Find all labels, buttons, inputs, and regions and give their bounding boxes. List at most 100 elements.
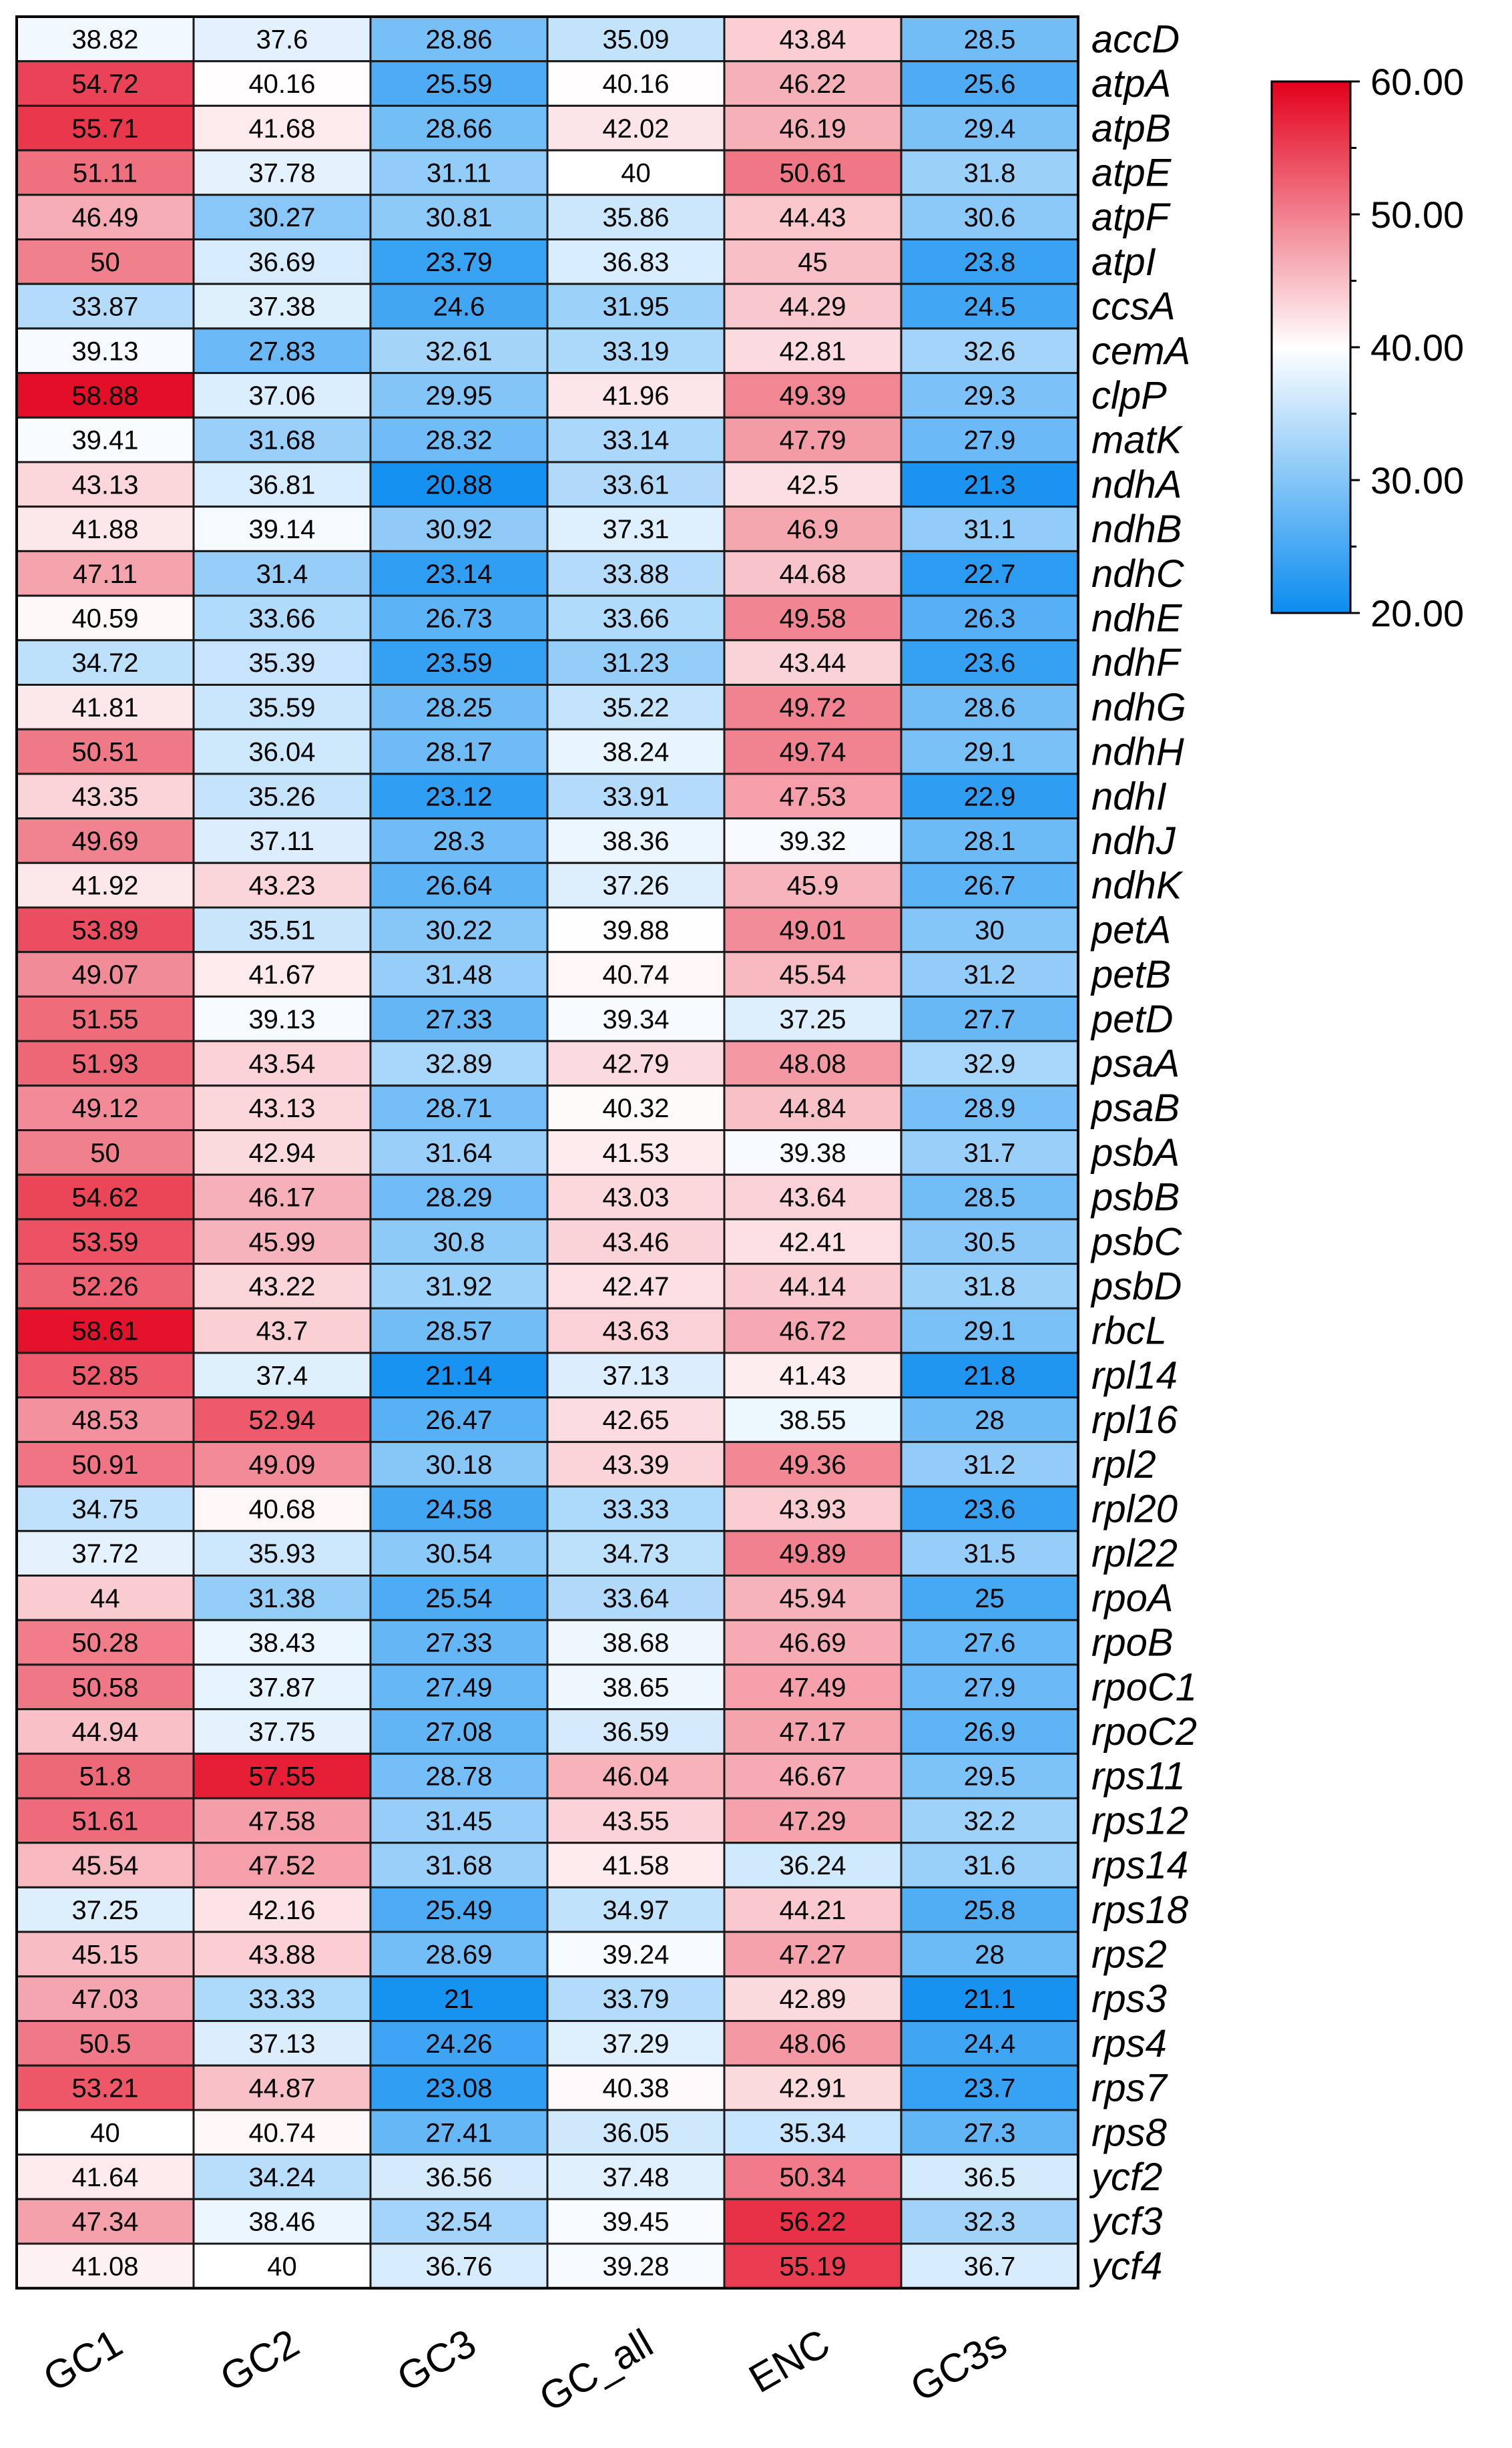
cell-value-label: 51.55 xyxy=(71,1005,138,1034)
cell-value-label: 31.68 xyxy=(248,426,315,455)
cell-value-label: 57.55 xyxy=(248,1762,315,1792)
heatmap-cell xyxy=(192,906,372,954)
cell-value-label: 36.76 xyxy=(425,2252,492,2281)
cell-value-label: 23.7 xyxy=(964,2074,1016,2103)
cell-value-label: 50 xyxy=(90,1139,120,1168)
cell-value-label: 25.8 xyxy=(964,1896,1016,1925)
cell-value-label: 40.68 xyxy=(248,1494,315,1524)
cell-value-label: 45.94 xyxy=(779,1584,846,1613)
heatmap-cell xyxy=(546,505,726,552)
cell-value-label: 46.69 xyxy=(779,1629,846,1658)
heatmap-cell xyxy=(369,1619,549,1666)
heatmap-cell xyxy=(900,282,1079,330)
heatmap-cell xyxy=(192,1975,372,2023)
cell-value-label: 27.08 xyxy=(425,1717,492,1747)
cell-value-label: 47.11 xyxy=(73,560,138,589)
heatmap-cell xyxy=(900,1619,1079,1666)
cell-value-label: 29.5 xyxy=(964,1762,1016,1792)
row-label: psbC xyxy=(1090,1220,1183,1263)
heatmap-cell xyxy=(900,461,1079,508)
heatmap-cell xyxy=(369,594,549,642)
cell-value-label: 31.6 xyxy=(964,1851,1016,1880)
cell-value-label: 24.5 xyxy=(964,292,1016,322)
heatmap-cell xyxy=(15,461,195,508)
cell-value-label: 26.9 xyxy=(964,1717,1016,1747)
heatmap-cell xyxy=(900,1886,1079,1933)
heatmap-cell xyxy=(900,550,1079,597)
cell-value-label: 43.13 xyxy=(71,470,138,499)
heatmap-cell xyxy=(900,684,1079,731)
heatmap-cell xyxy=(900,2064,1079,2111)
cell-value-label: 33.33 xyxy=(248,1985,315,2014)
heatmap-cell xyxy=(15,773,195,820)
cell-value-label: 21.3 xyxy=(964,470,1016,499)
row-label: psaB xyxy=(1090,1086,1180,1130)
cell-value-label: 43.22 xyxy=(248,1272,315,1301)
heatmap-cell xyxy=(369,1663,549,1711)
cell-value-label: 30.18 xyxy=(425,1450,492,1480)
cell-value-label: 28.86 xyxy=(425,25,492,54)
heatmap-cell xyxy=(900,995,1079,1042)
cell-value-label: 37.75 xyxy=(248,1717,315,1747)
cell-value-label: 41.96 xyxy=(602,381,669,411)
heatmap-cell xyxy=(192,951,372,998)
cell-value-label: 37.13 xyxy=(602,1361,669,1390)
heatmap-cell xyxy=(723,1173,903,1221)
heatmap-cell xyxy=(369,149,549,196)
row-label: ndhJ xyxy=(1091,819,1176,863)
cell-value-label: 49.09 xyxy=(248,1450,315,1480)
row-label: ndhA xyxy=(1091,463,1182,506)
heatmap-cell xyxy=(192,2242,372,2290)
heatmap-cell xyxy=(192,728,372,775)
cell-value-label: 27.33 xyxy=(425,1005,492,1034)
cell-value-label: 38.68 xyxy=(602,1629,669,1658)
row-label: rpoC2 xyxy=(1091,1710,1197,1754)
heatmap-cell xyxy=(192,1530,372,1577)
row-label: ycf4 xyxy=(1089,2244,1162,2288)
cell-value-label: 47.49 xyxy=(779,1673,846,1702)
cell-value-label: 37.38 xyxy=(248,292,315,322)
cell-value-label: 53.21 xyxy=(71,2074,138,2103)
cell-value-label: 40 xyxy=(90,2118,120,2148)
heatmap-cell xyxy=(546,104,726,152)
cell-value-label: 52.85 xyxy=(71,1361,138,1390)
cell-value-label: 31.68 xyxy=(425,1851,492,1880)
cell-value-label: 31.8 xyxy=(964,158,1016,188)
cell-value-label: 37.26 xyxy=(602,871,669,901)
heatmap-cell xyxy=(15,505,195,552)
cell-value-label: 26.73 xyxy=(425,604,492,633)
cell-value-label: 54.62 xyxy=(71,1183,138,1213)
heatmap-cell xyxy=(900,372,1079,419)
heatmap-cell xyxy=(546,1040,726,1087)
cell-value-label: 24.26 xyxy=(425,2029,492,2059)
column-label: GC3s xyxy=(903,2320,1014,2411)
cell-value-label: 25.49 xyxy=(425,1896,492,1925)
cell-value-label: 42.5 xyxy=(787,470,839,499)
cell-value-label: 36.81 xyxy=(248,470,315,499)
cell-value-label: 28.17 xyxy=(425,738,492,767)
cell-value-label: 30.27 xyxy=(248,203,315,232)
heatmap-cell xyxy=(192,1708,372,1755)
cell-value-label: 47.52 xyxy=(248,1851,315,1880)
cell-value-label: 47.29 xyxy=(779,1806,846,1836)
cell-value-label: 40.74 xyxy=(602,960,669,990)
heatmap-cell xyxy=(546,1842,726,1888)
heatmap-cell xyxy=(723,1619,903,1666)
cell-value-label: 43.46 xyxy=(602,1227,669,1257)
cell-value-label: 33.91 xyxy=(602,782,669,811)
heatmap-cell xyxy=(192,1930,372,1978)
cell-value-label: 43.35 xyxy=(71,782,138,811)
heatmap-cell xyxy=(546,1530,726,1577)
cell-value-label: 36.7 xyxy=(964,2252,1016,2281)
cell-value-label: 49.72 xyxy=(779,693,846,723)
cell-value-label: 51.61 xyxy=(71,1806,138,1836)
heatmap-cell xyxy=(900,238,1079,285)
cell-value-label: 58.88 xyxy=(71,381,138,411)
heatmap-cell xyxy=(546,550,726,597)
heatmap-cell xyxy=(15,1752,195,1800)
cell-value-label: 47.58 xyxy=(248,1806,315,1836)
cell-value-label: 21 xyxy=(444,1985,474,2014)
cell-value-label: 40.38 xyxy=(602,2074,669,2103)
cell-value-label: 31.64 xyxy=(425,1139,492,1168)
cell-value-label: 53.59 xyxy=(71,1227,138,1257)
